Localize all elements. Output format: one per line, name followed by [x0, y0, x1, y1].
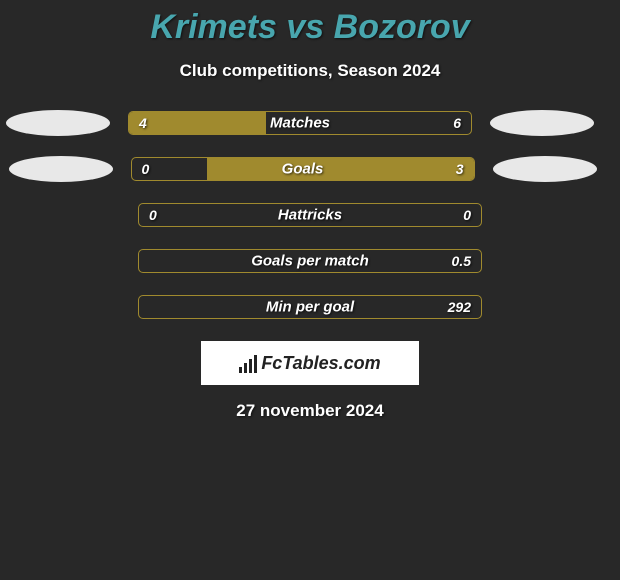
stat-label: Goals per match	[251, 253, 369, 270]
stat-label: Goals	[282, 161, 324, 178]
subtitle: Club competitions, Season 2024	[0, 61, 620, 81]
logo-icon	[239, 353, 257, 373]
date-label: 27 november 2024	[0, 401, 620, 421]
stat-value-left: 0	[149, 207, 157, 223]
bar-fill-right	[207, 158, 474, 180]
bar-fill-left	[129, 112, 266, 134]
right-ellipse	[490, 110, 594, 136]
stat-bar: 4 Matches 6	[128, 111, 472, 135]
stat-value-right: 3	[456, 161, 464, 177]
stat-label: Hattricks	[278, 207, 342, 224]
comparison-chart: 4 Matches 6 0 Goals 3 0 Hattricks 0 Goals per mat…	[0, 111, 620, 319]
stat-value-left: 4	[139, 115, 147, 131]
stat-row: 4 Matches 6	[0, 111, 620, 135]
stat-row: Goals per match 0.5	[0, 249, 620, 273]
stat-value-right: 0.5	[452, 253, 471, 269]
stat-value-right: 0	[463, 207, 471, 223]
stat-row: 0 Goals 3	[0, 157, 620, 181]
stat-label: Matches	[270, 115, 330, 132]
logo-text: FcTables.com	[261, 353, 380, 374]
stat-bar: 0 Goals 3	[131, 157, 475, 181]
stat-label: Min per goal	[266, 299, 354, 316]
left-ellipse	[6, 110, 110, 136]
stat-value-right: 292	[448, 299, 471, 315]
stat-bar: 0 Hattricks 0	[138, 203, 482, 227]
stat-bar: Goals per match 0.5	[138, 249, 482, 273]
left-ellipse	[9, 156, 113, 182]
stat-value-right: 6	[453, 115, 461, 131]
stat-row: 0 Hattricks 0	[0, 203, 620, 227]
right-ellipse	[493, 156, 597, 182]
stat-row: Min per goal 292	[0, 295, 620, 319]
page-title: Krimets vs Bozorov	[0, 0, 620, 47]
logo-box: FcTables.com	[201, 341, 419, 385]
stat-value-left: 0	[142, 161, 150, 177]
stat-bar: Min per goal 292	[138, 295, 482, 319]
